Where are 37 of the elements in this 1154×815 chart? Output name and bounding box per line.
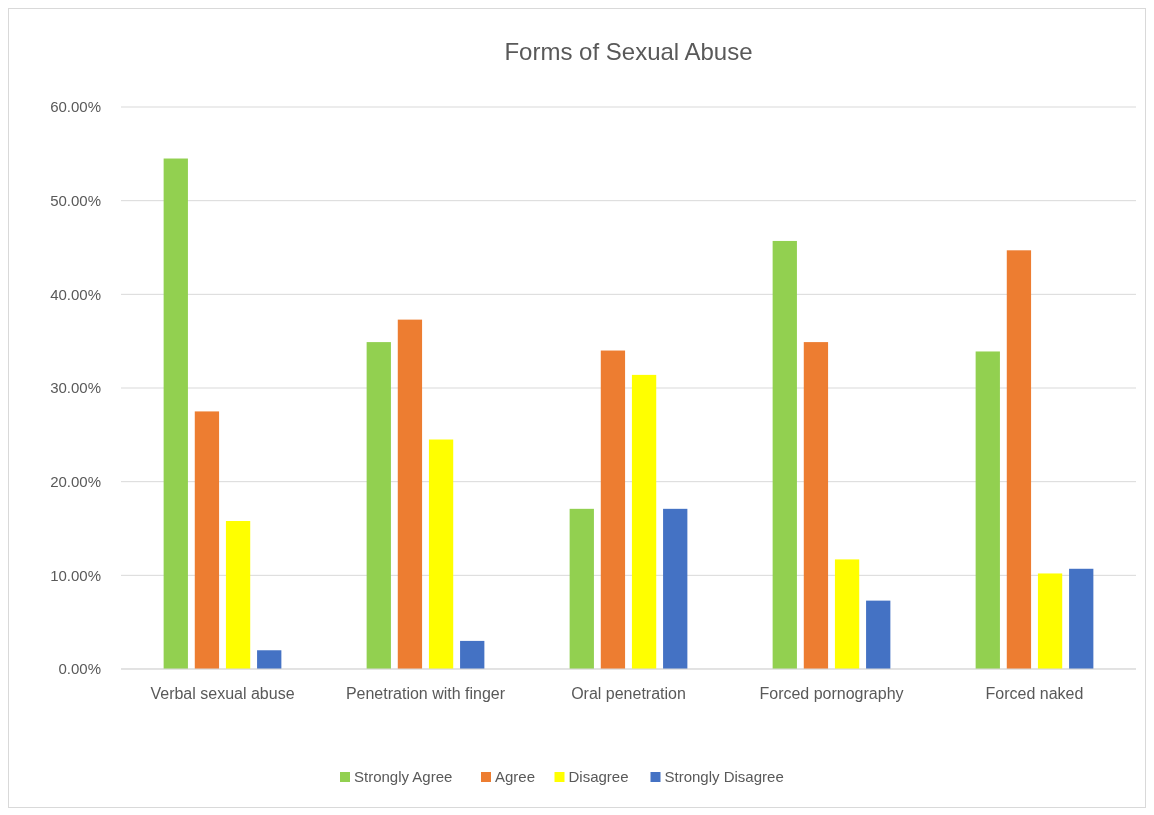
y-tick-label: 10.00%	[50, 566, 101, 584]
y-tick-label: 60.00%	[50, 98, 101, 116]
bar	[803, 342, 829, 669]
bar	[397, 319, 423, 669]
bar	[194, 411, 220, 669]
chart-title: Forms of Sexual Abuse	[504, 38, 753, 65]
y-tick-label: 40.00%	[50, 285, 101, 303]
bar	[569, 508, 594, 669]
bar	[663, 508, 688, 669]
legend-label: Strongly Agree	[354, 768, 453, 785]
legend-label: Strongly Disagree	[664, 768, 784, 785]
bar	[163, 158, 188, 669]
y-tick-label: 50.00%	[50, 191, 101, 209]
y-tick-label: 0.00%	[58, 660, 101, 678]
x-tick-label: Verbal sexual abuse	[150, 685, 295, 702]
bar	[600, 350, 626, 669]
bar	[225, 521, 251, 669]
y-tick-label: 30.00%	[50, 379, 101, 397]
bar	[772, 240, 797, 669]
bar	[631, 374, 657, 669]
y-tick-label: 20.00%	[50, 472, 101, 490]
bar	[1006, 250, 1032, 669]
bar	[834, 559, 860, 669]
x-tick-label: Forced pornography	[759, 685, 904, 702]
x-tick-label: Oral penetration	[571, 685, 686, 702]
x-tick-label: Penetration with finger	[345, 685, 506, 702]
bar	[366, 342, 391, 669]
bar	[975, 351, 1000, 669]
legend-label: Disagree	[568, 768, 629, 785]
bar	[460, 640, 485, 669]
x-tick-label: Forced naked	[985, 685, 1084, 702]
legend-label: Agree	[495, 768, 536, 785]
bar	[1037, 573, 1063, 669]
bar	[257, 650, 282, 669]
bar	[1069, 568, 1094, 669]
bar	[866, 600, 891, 669]
bar	[428, 439, 454, 669]
